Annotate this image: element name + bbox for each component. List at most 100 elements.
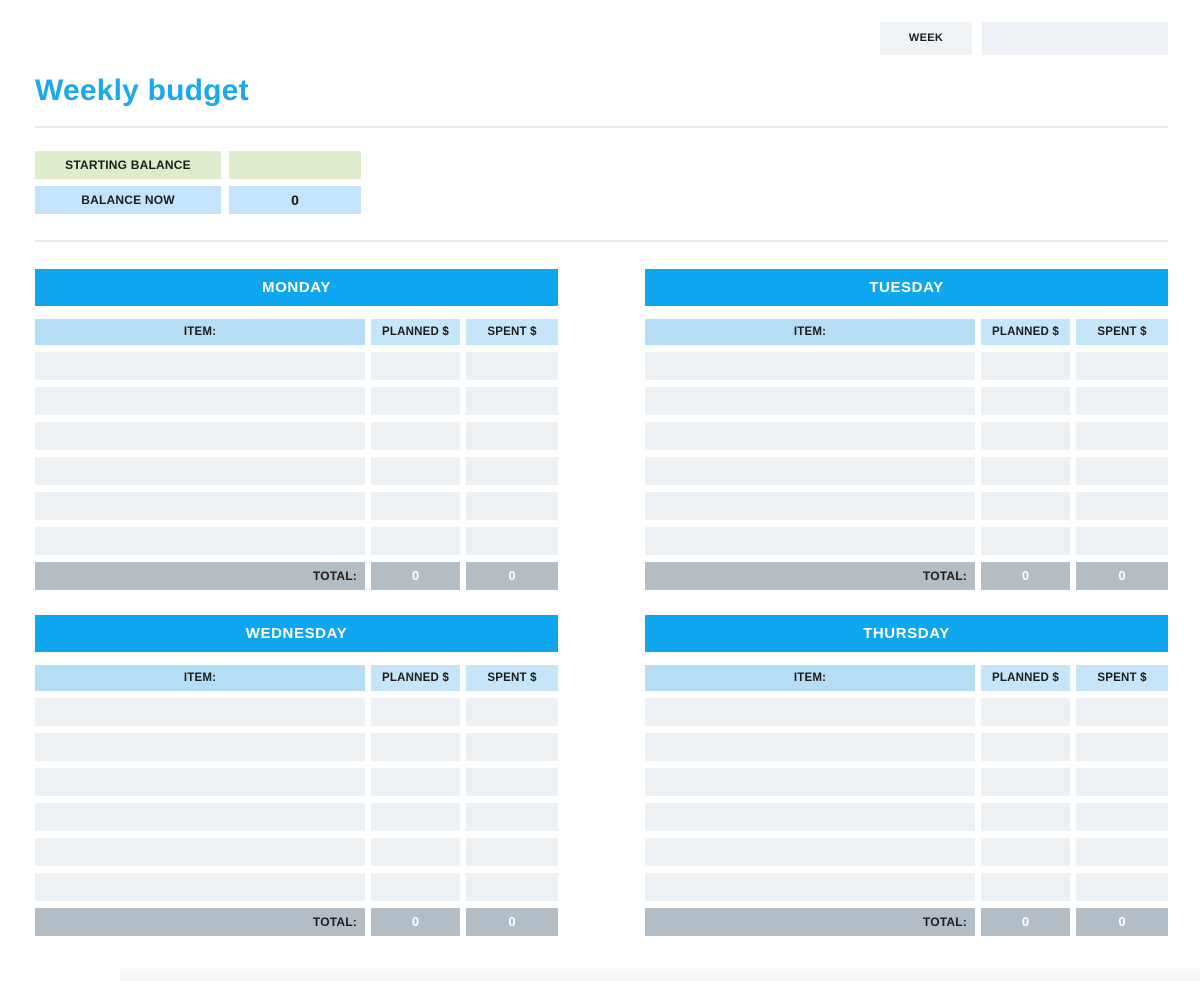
- planned-cell[interactable]: [981, 768, 1070, 796]
- spent-cell[interactable]: [1076, 422, 1168, 450]
- planned-cell[interactable]: [371, 352, 460, 380]
- column-header-row: ITEM: PLANNED $ SPENT $: [645, 665, 1168, 691]
- week-value-cell[interactable]: [982, 22, 1168, 55]
- planned-total-value: 0: [371, 908, 460, 936]
- table-row: [645, 698, 1168, 726]
- wednesday-table: WEDNESDAY ITEM: PLANNED $ SPENT $: [35, 615, 558, 936]
- item-cell[interactable]: [645, 492, 975, 520]
- planned-cell[interactable]: [981, 698, 1070, 726]
- item-cell[interactable]: [645, 352, 975, 380]
- spent-cell[interactable]: [1076, 803, 1168, 831]
- item-cell[interactable]: [35, 733, 365, 761]
- total-row: TOTAL: 0 0: [35, 562, 558, 590]
- spent-cell[interactable]: [466, 352, 558, 380]
- table-row: [35, 492, 558, 520]
- planned-total-value: 0: [981, 908, 1070, 936]
- spent-column-header: SPENT $: [1076, 319, 1168, 345]
- item-cell[interactable]: [35, 457, 365, 485]
- starting-balance-value-cell[interactable]: [229, 151, 361, 179]
- item-cell[interactable]: [645, 527, 975, 555]
- item-cell[interactable]: [35, 387, 365, 415]
- balance-now-value-cell[interactable]: 0: [229, 186, 361, 214]
- planned-cell[interactable]: [371, 733, 460, 761]
- item-column-header: ITEM:: [35, 319, 365, 345]
- planned-cell[interactable]: [981, 457, 1070, 485]
- planned-cell[interactable]: [371, 698, 460, 726]
- item-cell[interactable]: [645, 768, 975, 796]
- spent-cell[interactable]: [1076, 492, 1168, 520]
- item-cell[interactable]: [645, 838, 975, 866]
- item-cell[interactable]: [645, 873, 975, 901]
- item-column-header: ITEM:: [645, 319, 975, 345]
- item-cell[interactable]: [35, 873, 365, 901]
- planned-cell[interactable]: [981, 873, 1070, 901]
- bottom-edge-shadow: [120, 968, 1200, 981]
- planned-cell[interactable]: [981, 527, 1070, 555]
- spent-cell[interactable]: [466, 733, 558, 761]
- total-row: TOTAL: 0 0: [645, 562, 1168, 590]
- planned-cell[interactable]: [371, 387, 460, 415]
- spent-cell[interactable]: [1076, 733, 1168, 761]
- day-header: WEDNESDAY: [35, 615, 558, 652]
- spent-cell[interactable]: [1076, 873, 1168, 901]
- table-row: [35, 422, 558, 450]
- planned-cell[interactable]: [371, 873, 460, 901]
- spent-cell[interactable]: [1076, 698, 1168, 726]
- table-row: [645, 803, 1168, 831]
- planned-cell[interactable]: [371, 422, 460, 450]
- item-cell[interactable]: [645, 422, 975, 450]
- spent-cell[interactable]: [466, 768, 558, 796]
- spent-cell[interactable]: [466, 492, 558, 520]
- table-row: [35, 733, 558, 761]
- planned-cell[interactable]: [981, 387, 1070, 415]
- item-cell[interactable]: [35, 698, 365, 726]
- spent-column-header: SPENT $: [466, 665, 558, 691]
- item-cell[interactable]: [645, 457, 975, 485]
- planned-cell[interactable]: [371, 768, 460, 796]
- spent-cell[interactable]: [1076, 527, 1168, 555]
- spent-cell[interactable]: [1076, 457, 1168, 485]
- planned-cell[interactable]: [371, 527, 460, 555]
- spent-cell[interactable]: [466, 527, 558, 555]
- spent-cell[interactable]: [466, 698, 558, 726]
- spent-cell[interactable]: [1076, 838, 1168, 866]
- item-cell[interactable]: [645, 803, 975, 831]
- spent-cell[interactable]: [1076, 352, 1168, 380]
- item-cell[interactable]: [35, 803, 365, 831]
- planned-cell[interactable]: [981, 422, 1070, 450]
- table-row: [35, 527, 558, 555]
- planned-cell[interactable]: [371, 838, 460, 866]
- table-row: [645, 387, 1168, 415]
- planned-total-value: 0: [371, 562, 460, 590]
- spent-cell[interactable]: [466, 387, 558, 415]
- planned-cell[interactable]: [371, 457, 460, 485]
- spent-cell[interactable]: [466, 838, 558, 866]
- planned-cell[interactable]: [371, 492, 460, 520]
- planned-cell[interactable]: [981, 492, 1070, 520]
- table-row: [35, 352, 558, 380]
- item-cell[interactable]: [645, 387, 975, 415]
- planned-column-header: PLANNED $: [981, 665, 1070, 691]
- planned-cell[interactable]: [371, 803, 460, 831]
- planned-cell[interactable]: [981, 803, 1070, 831]
- item-cell[interactable]: [35, 838, 365, 866]
- table-row: [645, 352, 1168, 380]
- spent-column-header: SPENT $: [1076, 665, 1168, 691]
- spent-cell[interactable]: [1076, 768, 1168, 796]
- item-cell[interactable]: [645, 733, 975, 761]
- spent-cell[interactable]: [466, 803, 558, 831]
- spent-cell[interactable]: [466, 873, 558, 901]
- item-cell[interactable]: [35, 768, 365, 796]
- balance-now-label: BALANCE NOW: [35, 186, 221, 214]
- planned-cell[interactable]: [981, 733, 1070, 761]
- item-cell[interactable]: [645, 698, 975, 726]
- spent-cell[interactable]: [466, 457, 558, 485]
- item-cell[interactable]: [35, 352, 365, 380]
- planned-cell[interactable]: [981, 352, 1070, 380]
- spent-cell[interactable]: [466, 422, 558, 450]
- spent-cell[interactable]: [1076, 387, 1168, 415]
- item-cell[interactable]: [35, 492, 365, 520]
- item-cell[interactable]: [35, 422, 365, 450]
- item-cell[interactable]: [35, 527, 365, 555]
- planned-cell[interactable]: [981, 838, 1070, 866]
